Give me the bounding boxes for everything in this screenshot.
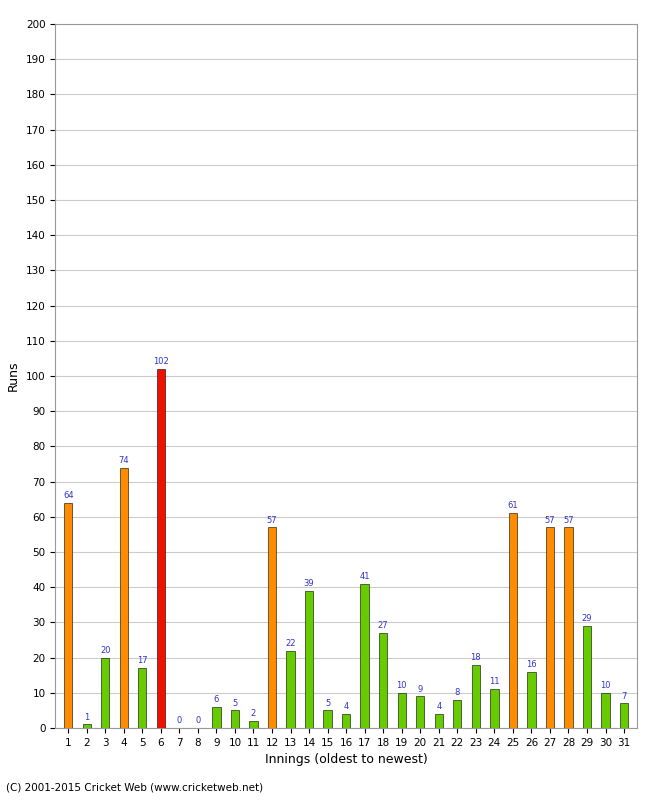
Bar (601, 693, 610, 728)
Text: 8: 8 (454, 688, 460, 697)
Bar (472, 665, 480, 728)
Text: 10: 10 (396, 681, 407, 690)
Bar (564, 527, 573, 728)
Text: 4: 4 (436, 702, 441, 711)
Text: 17: 17 (137, 656, 148, 666)
Text: 5: 5 (325, 698, 330, 707)
Text: 61: 61 (508, 502, 518, 510)
Text: 29: 29 (582, 614, 592, 623)
Text: 57: 57 (545, 515, 555, 525)
Text: 64: 64 (63, 491, 73, 500)
Bar (305, 590, 313, 728)
Bar (101, 658, 109, 728)
Text: 41: 41 (359, 572, 370, 581)
Bar (509, 514, 517, 728)
Text: 0: 0 (195, 716, 201, 725)
Text: 18: 18 (471, 653, 481, 662)
Text: 7: 7 (621, 691, 627, 701)
Text: 0: 0 (177, 716, 182, 725)
Text: 4: 4 (343, 702, 349, 711)
Bar (138, 668, 146, 728)
Text: 74: 74 (118, 456, 129, 465)
Text: 16: 16 (526, 660, 537, 669)
Text: 11: 11 (489, 678, 500, 686)
Text: 20: 20 (100, 646, 110, 654)
Bar (453, 700, 461, 728)
Bar (213, 707, 220, 728)
Bar (342, 714, 350, 728)
Bar (120, 467, 128, 728)
Text: 10: 10 (600, 681, 611, 690)
X-axis label: Innings (oldest to newest): Innings (oldest to newest) (265, 754, 428, 766)
Text: 57: 57 (563, 515, 574, 525)
Bar (157, 369, 165, 728)
Text: 9: 9 (417, 685, 423, 694)
Text: 5: 5 (232, 698, 238, 707)
Text: 39: 39 (304, 579, 315, 588)
Bar (361, 584, 369, 728)
Bar (268, 527, 276, 728)
Y-axis label: Runs: Runs (7, 361, 20, 391)
Bar (83, 725, 91, 728)
Bar (379, 633, 387, 728)
Text: 1: 1 (84, 713, 89, 722)
Bar (416, 696, 424, 728)
Text: 102: 102 (153, 357, 169, 366)
Bar (435, 714, 443, 728)
Bar (546, 527, 554, 728)
Text: 27: 27 (378, 621, 389, 630)
Text: 2: 2 (251, 709, 256, 718)
Bar (250, 721, 257, 728)
Text: 57: 57 (266, 515, 278, 525)
Bar (583, 626, 591, 728)
Bar (64, 502, 72, 728)
Bar (527, 672, 536, 728)
Bar (324, 710, 332, 728)
Bar (620, 703, 628, 728)
Bar (490, 690, 499, 728)
Text: (C) 2001-2015 Cricket Web (www.cricketweb.net): (C) 2001-2015 Cricket Web (www.cricketwe… (6, 782, 264, 792)
Bar (231, 710, 239, 728)
Text: 22: 22 (285, 638, 296, 648)
Text: 6: 6 (214, 695, 219, 704)
Bar (287, 650, 294, 728)
Bar (398, 693, 406, 728)
